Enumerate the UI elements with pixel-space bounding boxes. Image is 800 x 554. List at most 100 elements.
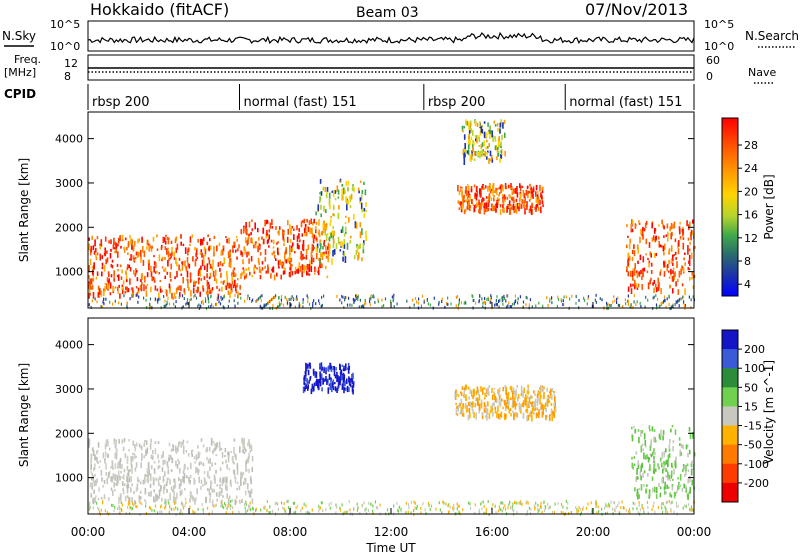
echo-cell — [166, 237, 169, 241]
echo-cell — [203, 477, 206, 481]
freq-tick-bottom: 8 — [64, 70, 71, 83]
ground-scatter-cell — [396, 501, 398, 505]
echo-cell — [692, 285, 695, 289]
echo-cell — [113, 474, 116, 481]
echo-cell — [672, 262, 674, 266]
echo-cell — [314, 371, 316, 378]
echo-cell — [659, 486, 662, 490]
ground-scatter-cell — [480, 502, 482, 506]
echo-cell — [95, 256, 98, 261]
echo-cell — [315, 235, 317, 239]
echo-cell — [627, 235, 629, 238]
echo-cell — [207, 291, 209, 296]
echo-cell — [663, 463, 665, 471]
ground-scatter-cell — [151, 508, 153, 512]
ground-scatter-cell — [283, 507, 285, 511]
echo-cell — [540, 394, 542, 399]
ground-scatter-cell — [474, 301, 477, 305]
ground-scatter-cell — [186, 301, 188, 305]
ground-scatter-cell — [363, 501, 365, 505]
ground-scatter-cell — [212, 305, 214, 309]
echo-cell — [692, 219, 694, 224]
echo-cell — [483, 401, 486, 408]
echo-cell — [169, 271, 172, 279]
echo-cell — [315, 226, 317, 234]
echo-cell — [303, 256, 306, 259]
echo-cell — [113, 237, 115, 245]
echo-cell — [106, 283, 108, 290]
echo-cell — [213, 448, 215, 453]
echo-cell — [146, 474, 149, 477]
echo-cell — [118, 497, 120, 503]
ground-scatter-cell — [278, 296, 280, 299]
ground-scatter-cell — [516, 511, 518, 515]
echo-cell — [647, 282, 650, 290]
echo-cell — [520, 389, 523, 393]
echo-cell — [319, 196, 321, 204]
ground-scatter-cell — [408, 506, 410, 510]
echo-cell — [473, 151, 476, 156]
echo-cell — [325, 367, 328, 372]
echo-cell — [350, 193, 353, 200]
echo-cell — [221, 452, 224, 458]
echo-cell — [203, 276, 206, 280]
echo-cell — [115, 453, 118, 460]
echo-cell — [466, 184, 469, 187]
echo-cell — [481, 199, 483, 205]
ground-scatter-cell — [221, 297, 224, 301]
echo-cell — [126, 264, 129, 269]
echo-cell — [283, 238, 285, 243]
ground-scatter-cell — [166, 300, 168, 304]
ground-scatter-cell — [433, 296, 435, 300]
ground-scatter-cell — [465, 301, 467, 305]
echo-cell — [665, 459, 668, 465]
echo-cell — [689, 475, 691, 483]
ground-scatter-cell — [560, 510, 563, 514]
echo-cell — [178, 285, 180, 291]
echo-cell — [663, 451, 666, 458]
ground-scatter-cell — [684, 304, 686, 307]
echo-cell — [286, 236, 289, 243]
echo-cell — [91, 447, 94, 451]
echo-cell — [150, 270, 153, 277]
ground-scatter-cell — [210, 294, 212, 298]
ground-scatter-cell — [664, 298, 666, 302]
echo-cell — [660, 269, 662, 272]
echo-cell — [159, 476, 161, 481]
echo-cell — [195, 290, 198, 293]
ground-scatter-cell — [369, 300, 371, 304]
echo-cell — [334, 190, 337, 194]
ground-scatter-cell — [624, 298, 626, 302]
echo-cell — [325, 250, 327, 255]
echo-cell — [337, 382, 340, 389]
ground-scatter-cell — [113, 509, 115, 513]
echo-cell — [136, 251, 139, 258]
ground-scatter-cell — [202, 510, 205, 514]
echo-cell — [527, 191, 529, 199]
ground-scatter-cell — [156, 511, 159, 515]
echo-cell — [488, 125, 491, 131]
echo-cell — [466, 195, 469, 200]
echo-cell — [657, 277, 659, 284]
ground-scatter-cell — [105, 297, 107, 301]
echo-cell — [241, 472, 244, 476]
ground-scatter-cell — [302, 301, 304, 305]
echo-cell — [463, 125, 465, 129]
ground-scatter-cell — [372, 294, 374, 298]
ground-scatter-cell — [452, 506, 454, 510]
ground-scatter-cell — [294, 305, 296, 309]
ground-scatter-cell — [256, 299, 258, 303]
echo-cell — [155, 262, 157, 269]
echo-cell — [97, 285, 100, 290]
echo-cell — [631, 220, 634, 225]
ground-scatter-cell — [529, 298, 531, 302]
echo-cell — [504, 414, 506, 417]
echo-cell — [171, 489, 174, 493]
echo-cell — [692, 436, 694, 439]
echo-cell — [206, 456, 208, 461]
echo-cell — [223, 257, 226, 264]
echo-cell — [161, 256, 164, 261]
echo-cell — [88, 274, 90, 279]
echo-cell — [498, 392, 500, 397]
